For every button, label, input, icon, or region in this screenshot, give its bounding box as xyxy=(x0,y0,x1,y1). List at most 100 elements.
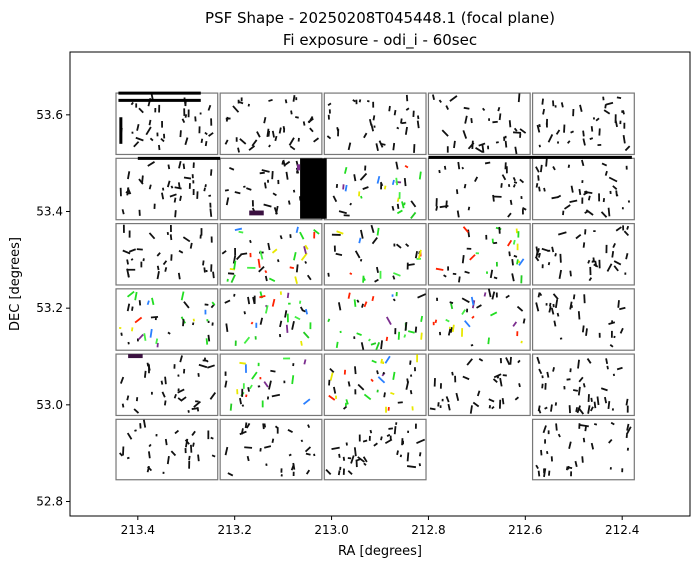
x-tick-label: 212.8 xyxy=(411,523,445,537)
psf-whisker xyxy=(393,109,397,116)
psf-whisker xyxy=(535,302,540,312)
psf-whisker xyxy=(535,183,539,188)
psf-whisker xyxy=(409,389,413,395)
psf-whisker xyxy=(248,145,256,151)
psf-whisker xyxy=(363,393,372,401)
psf-whisker xyxy=(548,302,552,307)
psf-whisker xyxy=(457,161,461,170)
psf-whisker xyxy=(410,211,417,220)
psf-whisker xyxy=(554,402,558,406)
psf-whisker xyxy=(224,380,228,388)
psf-whisker xyxy=(542,108,546,115)
psf-whisker xyxy=(210,436,214,440)
psf-whisker xyxy=(177,272,181,280)
psf-whisker xyxy=(566,378,571,381)
psf-whisker xyxy=(147,451,151,459)
psf-whisker xyxy=(252,296,256,305)
psf-whisker xyxy=(540,449,543,456)
psf-whisker xyxy=(257,258,261,268)
psf-whisker xyxy=(493,373,502,379)
psf-whisker xyxy=(362,186,369,190)
psf-whisker xyxy=(306,274,312,281)
psf-whisker xyxy=(131,306,134,311)
psf-whisker xyxy=(145,126,152,136)
psf-whisker xyxy=(270,369,276,373)
psf-whisker xyxy=(488,398,495,403)
psf-whisker xyxy=(516,305,524,312)
psf-whisker xyxy=(539,164,543,173)
psf-whisker xyxy=(229,267,236,271)
psf-whisker xyxy=(469,405,473,414)
psf-whisker xyxy=(432,94,435,100)
psf-whisker xyxy=(182,319,185,327)
ccd-outline xyxy=(323,353,427,417)
psf-whisker xyxy=(511,273,515,282)
psf-whisker xyxy=(404,321,408,331)
psf-whisker xyxy=(496,375,500,379)
psf-whisker xyxy=(232,255,237,264)
psf-whisker xyxy=(192,318,196,322)
psf-whisker xyxy=(284,99,288,104)
psf-whisker xyxy=(625,398,629,406)
psf-whisker xyxy=(204,184,207,188)
psf-whisker xyxy=(328,394,336,401)
psf-whisker xyxy=(243,336,251,345)
psf-whisker xyxy=(567,466,573,470)
psf-whisker xyxy=(271,438,275,444)
psf-whisker xyxy=(471,315,475,319)
psf-whisker xyxy=(575,407,579,413)
psf-whisker xyxy=(300,340,303,346)
psf-whisker xyxy=(538,409,542,414)
psf-whisker xyxy=(514,396,520,401)
psf-whisker xyxy=(405,243,410,248)
psf-whisker xyxy=(203,187,206,192)
psf-whisker xyxy=(449,327,453,333)
psf-whisker xyxy=(507,212,512,218)
psf-whisker xyxy=(173,393,177,399)
psf-whisker xyxy=(498,113,502,121)
plot-area xyxy=(69,51,691,517)
psf-whisker xyxy=(455,189,459,195)
psf-whisker xyxy=(279,235,283,240)
psf-whisker xyxy=(476,304,482,309)
psf-whisker xyxy=(167,331,171,335)
psf-whisker xyxy=(371,295,375,302)
psf-whisker xyxy=(299,231,305,240)
x-tick-label: 213.2 xyxy=(218,523,252,537)
psf-whisker xyxy=(488,405,492,409)
saturation-blob xyxy=(128,354,143,359)
y-tick-label: 53.0 xyxy=(36,398,63,412)
psf-whisker xyxy=(418,452,422,457)
psf-whisker xyxy=(181,118,186,124)
psf-whisker xyxy=(478,358,484,362)
psf-whisker xyxy=(542,425,547,434)
psf-whisker xyxy=(626,225,630,230)
psf-whisker xyxy=(587,405,591,414)
psf-whisker xyxy=(182,236,191,243)
psf-whisker xyxy=(396,126,400,130)
psf-whisker xyxy=(535,166,540,173)
psf-whisker xyxy=(376,370,379,375)
psf-whisker xyxy=(304,260,308,264)
psf-whisker xyxy=(302,121,306,126)
psf-whisker xyxy=(401,201,405,209)
ccd-outline xyxy=(115,418,219,481)
psf-whisker xyxy=(492,378,498,383)
psf-whisker xyxy=(234,191,241,195)
ccd-outline xyxy=(531,288,635,351)
psf-whisker xyxy=(138,107,144,114)
psf-whisker xyxy=(185,438,189,448)
psf-whisker xyxy=(578,188,582,195)
psf-whisker xyxy=(273,207,278,215)
psf-whisker xyxy=(209,392,217,400)
psf-whisker xyxy=(193,400,201,408)
psf-whisker xyxy=(239,361,246,365)
psf-whisker xyxy=(585,328,588,336)
psf-whisker xyxy=(464,320,471,328)
psf-whisker xyxy=(611,250,615,258)
psf-whisker xyxy=(263,182,267,189)
psf-whisker xyxy=(417,293,427,299)
psf-whisker xyxy=(169,193,177,198)
psf-whisker xyxy=(396,197,400,203)
psf-whisker xyxy=(333,386,337,394)
